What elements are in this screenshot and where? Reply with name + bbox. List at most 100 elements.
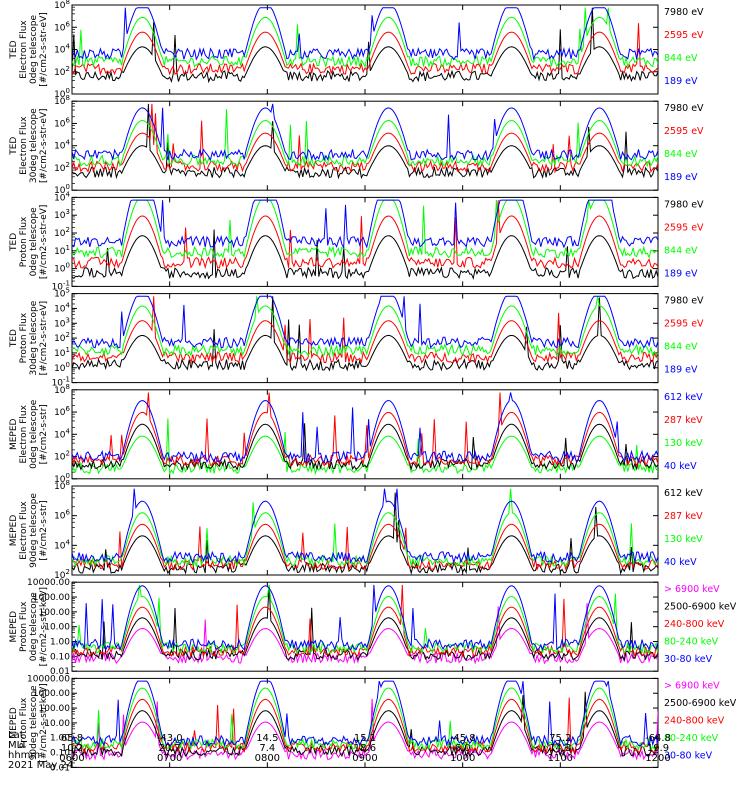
legend-entry: 189 eV	[664, 76, 698, 87]
legend-entry: 2595 eV	[664, 222, 704, 233]
y-tick-label: 10000.00	[27, 578, 70, 588]
series-line-green	[72, 7, 658, 69]
legend-entry: 130 keV	[664, 534, 703, 545]
series-line-blue	[72, 680, 658, 748]
panel-7: 0.01 0.10 1.00 10.00 100.00 1000.00 10000.00ME…	[9, 578, 737, 677]
series-group	[72, 584, 658, 665]
y-tick-label: 102	[54, 568, 70, 581]
y-tick-label: 10.00	[44, 623, 70, 633]
footer-lat-value: 65.8	[61, 733, 83, 744]
y-tick-label: 100	[54, 183, 70, 196]
footer-hhmm-value: 0900	[352, 753, 377, 764]
legend-entry: 2595 eV	[664, 30, 704, 41]
footer-lat-value: -43.0	[157, 733, 183, 744]
y-axis-label: MEPEDElectron Flux0deg telescope[#/cm2-s…	[9, 399, 49, 469]
y-axis-label: TEDElectron Flux0deg telescope[#/cm2-s-s…	[9, 12, 49, 87]
legend-entry: 844 eV	[664, 149, 698, 160]
y-tick-label: 0.01	[50, 667, 70, 677]
y-tick-label: 108	[54, 0, 70, 11]
series-line-green	[72, 109, 658, 168]
footer-hhmm-value: 0700	[157, 753, 182, 764]
series-line-black	[72, 296, 658, 372]
footer-lat-value: 15.1	[354, 733, 376, 744]
series-line-black	[72, 423, 658, 472]
y-tick-label: 100	[54, 87, 70, 100]
footer-hhmm-value: 1100	[548, 753, 573, 764]
y-tick-label: 100	[54, 361, 70, 374]
footer-hhmm-value: 0600	[59, 753, 84, 764]
legend-entry: 287 keV	[664, 511, 703, 522]
footer-hhmm-value: 1200	[645, 753, 670, 764]
y-tick-label: 10-1	[52, 279, 70, 292]
y-tick-label: 104	[54, 43, 70, 56]
y-tick-label: 100.00	[39, 608, 71, 618]
panel-5: 100 102 104 106 108 MEPEDElectron Flux0deg te…	[9, 383, 703, 485]
y-tick-label: 101	[54, 346, 70, 359]
legend-entry: 612 keV	[664, 392, 703, 403]
y-tick-label: 100	[54, 472, 70, 485]
legend-entry: 7980 eV	[664, 7, 704, 18]
footer-mlt-value: 6.0	[455, 743, 471, 754]
series-line-black	[72, 229, 658, 280]
legend-entry: 2595 eV	[664, 319, 704, 330]
y-tick-label: 106	[54, 20, 70, 33]
series-group	[72, 199, 658, 280]
legend-entry: 844 eV	[664, 245, 698, 256]
series-line-black	[72, 492, 658, 575]
legend-entry: 40 keV	[664, 557, 697, 568]
legend-entry: 2500-6900 keV	[664, 602, 737, 613]
y-tick-label: 10.00	[44, 719, 70, 729]
y-tick-label: 1000.00	[33, 689, 70, 699]
legend-entry: > 6900 keV	[664, 584, 720, 595]
legend-entry: 189 eV	[664, 172, 698, 183]
y-tick-label: 0.10	[50, 749, 70, 759]
series-line-blue	[72, 584, 658, 652]
footer-mlt-value: 18.6	[354, 743, 376, 754]
legend-entry: 189 eV	[664, 268, 698, 279]
y-tick-label: 0.10	[50, 652, 70, 662]
y-tick-label: 106	[54, 509, 70, 522]
legend-entry: 40 keV	[664, 461, 697, 472]
footer-mlt-value: 10.2	[61, 743, 83, 754]
series-group	[72, 680, 658, 762]
series-group	[72, 488, 658, 575]
panel-6: 102 104 106 108 MEPEDElectron Flux90deg tele…	[9, 479, 703, 581]
legend-entry: 287 keV	[664, 415, 703, 426]
legend-entry: 189 eV	[664, 365, 698, 376]
legend-entry: 240-800 keV	[664, 619, 725, 630]
footer-lat-value: 14.5	[256, 733, 278, 744]
footer-mlt-value: 7.4	[259, 743, 275, 754]
y-tick-label: 102	[54, 226, 70, 239]
legend-entry: 7980 eV	[664, 296, 704, 307]
panel-3: 10-1 100 101 102 103 104 TEDProton Flux0deg te…	[9, 190, 704, 292]
footer-mlt-value: 19.9	[647, 743, 669, 754]
series-line-blue	[72, 488, 658, 565]
series-line-magenta	[72, 698, 658, 762]
y-tick-label: 102	[54, 331, 70, 344]
series-line-red	[72, 200, 658, 270]
y-tick-label: 1.00	[50, 638, 70, 648]
y-tick-label: 106	[54, 116, 70, 129]
footer-hhmm-value: 0800	[255, 753, 280, 764]
series-group	[72, 295, 658, 372]
y-tick-label: 105	[54, 287, 70, 300]
series-line-blue	[72, 199, 658, 249]
series-line-black	[72, 7, 658, 84]
panel-frame	[71, 4, 659, 95]
y-tick-label: 108	[54, 94, 70, 107]
series-group	[72, 7, 658, 84]
y-axis-label: TEDElectron Flux30deg telescope[#/cm2-s-…	[9, 108, 49, 183]
series-line-green	[72, 199, 658, 259]
footer-mlt-value: 20.7	[159, 743, 181, 754]
y-tick-label: 100.00	[39, 704, 71, 714]
series-line-green	[72, 418, 658, 476]
series-line-blue	[72, 7, 658, 61]
series-line-magenta	[72, 603, 658, 665]
legend-entry: 240-800 keV	[664, 715, 725, 726]
series-line-black	[72, 103, 658, 180]
y-tick-label: 104	[54, 139, 70, 152]
legend-entry: 612 keV	[664, 488, 703, 499]
legend-entry: 7980 eV	[664, 103, 704, 114]
